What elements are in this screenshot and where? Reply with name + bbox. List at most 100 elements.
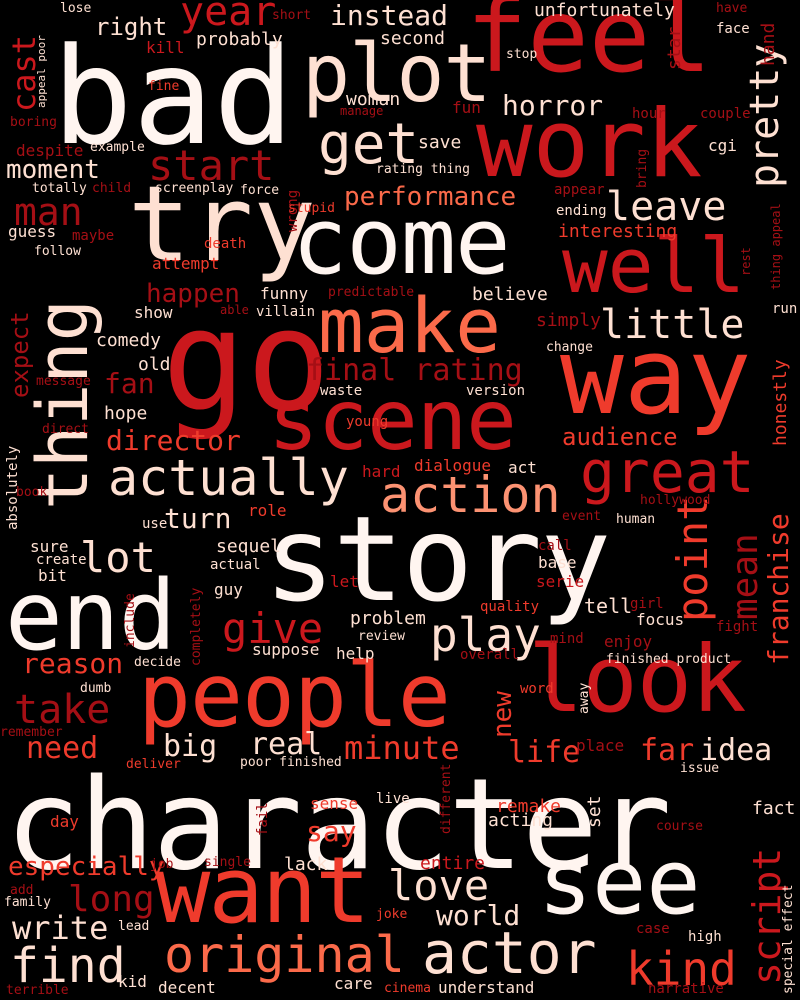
word-guess: guess — [8, 222, 57, 241]
word-follow: follow — [34, 244, 81, 259]
word-stupid: stupid — [288, 201, 335, 216]
word-woman: woman — [346, 89, 401, 110]
word-actually: actually — [108, 449, 349, 507]
word-despite: despite — [16, 141, 84, 160]
word-act: act — [508, 458, 537, 477]
word-lose: lose — [60, 1, 92, 16]
word-able: able — [220, 303, 249, 317]
word-mean: mean — [725, 533, 766, 620]
word-face: face — [716, 21, 750, 37]
word-hard: hard — [362, 462, 401, 481]
word-short: short — [272, 8, 312, 23]
word-write: write — [12, 909, 109, 947]
word-book: book — [16, 485, 48, 500]
word-maybe: maybe — [72, 228, 115, 244]
word-well: well — [562, 221, 746, 310]
word-mind: mind — [550, 631, 584, 647]
word-start: start — [148, 141, 275, 190]
word-care: care — [334, 974, 373, 993]
word-base: base — [538, 553, 577, 572]
word-girl: girl — [630, 596, 664, 612]
word-narrative: narrative — [648, 981, 724, 997]
word-special-effect: special effect — [781, 884, 796, 994]
word-say: say — [306, 815, 357, 848]
word-tell: tell — [584, 594, 633, 618]
word-help: help — [336, 644, 375, 663]
word-minute: minute — [344, 729, 460, 767]
word-man: man — [14, 190, 83, 234]
word-lack: lack — [284, 854, 328, 875]
word-kind: kind — [626, 942, 737, 996]
word-change: change — [546, 340, 593, 355]
word-sequel: sequel — [216, 536, 282, 557]
word-franchise: franchise — [762, 513, 795, 665]
word-acting: acting — [488, 810, 554, 831]
word-fact: fact — [752, 798, 796, 819]
word-cgi: cgi — [708, 136, 737, 155]
word-different: different — [439, 763, 454, 834]
word-bit: bit — [38, 566, 67, 585]
word-use: use — [142, 516, 168, 532]
word-predictable: predictable — [328, 285, 415, 300]
word-ending: ending — [556, 203, 607, 219]
word-new: new — [488, 691, 518, 738]
word-leave: leave — [606, 184, 727, 230]
word-people: people — [138, 644, 451, 747]
word-take: take — [14, 687, 111, 733]
word-understand: understand — [438, 978, 535, 997]
word-give: give — [222, 604, 324, 653]
word-little: little — [600, 302, 745, 348]
word-stop: stop — [506, 47, 538, 62]
word-right: right — [95, 13, 168, 41]
word-quality: quality — [480, 599, 540, 615]
word-make: make — [318, 281, 502, 370]
word-young: young — [346, 414, 389, 430]
word-comedy: comedy — [96, 330, 162, 351]
word-action: action — [380, 466, 561, 524]
word-hope: hope — [104, 403, 148, 424]
word-version: version — [466, 383, 526, 399]
word-kill: kill — [146, 38, 185, 57]
word-couple: couple — [700, 106, 751, 122]
word-deliver: deliver — [126, 757, 181, 772]
word-original: original — [164, 926, 405, 984]
word-poor-finished: poor finished — [240, 755, 342, 770]
word-example: example — [90, 140, 145, 155]
word-force: force — [240, 183, 280, 198]
word-audience: audience — [562, 423, 678, 451]
word-terrible: terrible — [6, 983, 69, 998]
word-honestly: honestly — [770, 359, 791, 446]
word-get: get — [318, 112, 420, 177]
word-show: show — [134, 303, 173, 322]
word-thing-appeal: thing appeal — [769, 203, 783, 290]
word-fight: fight — [716, 619, 759, 635]
word-day: day — [50, 812, 79, 831]
word-remake: remake — [496, 796, 562, 817]
word-especially: especially — [8, 852, 165, 882]
word-character: character — [5, 751, 672, 898]
word-big: big — [163, 729, 218, 764]
word-fun: fun — [452, 98, 481, 117]
word-enjoy: enjoy — [604, 632, 653, 651]
word-long: long — [68, 879, 155, 920]
word-point: point — [668, 495, 717, 622]
word-sense: sense — [310, 794, 359, 813]
word-rest: rest — [739, 247, 753, 276]
word-child: child — [92, 181, 132, 196]
word-decide: decide — [134, 655, 181, 670]
word-run: run — [772, 301, 798, 317]
word-probably: probably — [196, 29, 283, 50]
word-need: need — [26, 731, 99, 766]
word-event: event — [562, 509, 602, 524]
word-horror: horror — [502, 89, 604, 122]
word-expect: expect — [6, 311, 34, 398]
word-actual: actual — [210, 557, 261, 573]
word-scene: scene — [268, 371, 517, 469]
word-interesting: interesting — [558, 221, 678, 242]
word-turn: turn — [164, 502, 232, 535]
word-course: course — [656, 819, 703, 834]
word-away: away — [577, 682, 592, 714]
word-happen: happen — [146, 279, 240, 309]
word-lot: lot — [80, 533, 156, 582]
word-message: message — [36, 374, 91, 389]
